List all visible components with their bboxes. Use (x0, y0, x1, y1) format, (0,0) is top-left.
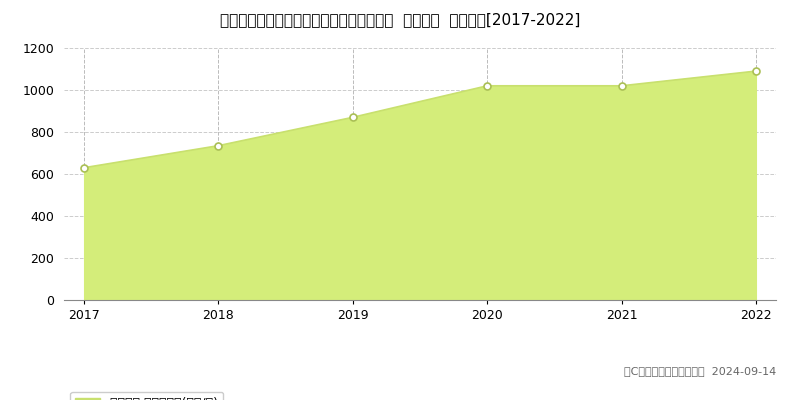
Legend: 地価公示 平均坪単価(万円/坪): 地価公示 平均坪単価(万円/坪) (70, 392, 223, 400)
Text: 愛知県名古屋市中区栄１丁目２０５番１外  地価公示  地価推移[2017-2022]: 愛知県名古屋市中区栄１丁目２０５番１外 地価公示 地価推移[2017-2022] (220, 12, 580, 27)
Text: （C）土地価格ドットコム  2024-09-14: （C）土地価格ドットコム 2024-09-14 (624, 366, 776, 376)
Point (346, 114, 359, 120)
Point (78, 164, 90, 171)
Point (750, 68, 762, 74)
Point (212, 142, 225, 149)
Point (615, 82, 628, 89)
Point (481, 82, 494, 89)
